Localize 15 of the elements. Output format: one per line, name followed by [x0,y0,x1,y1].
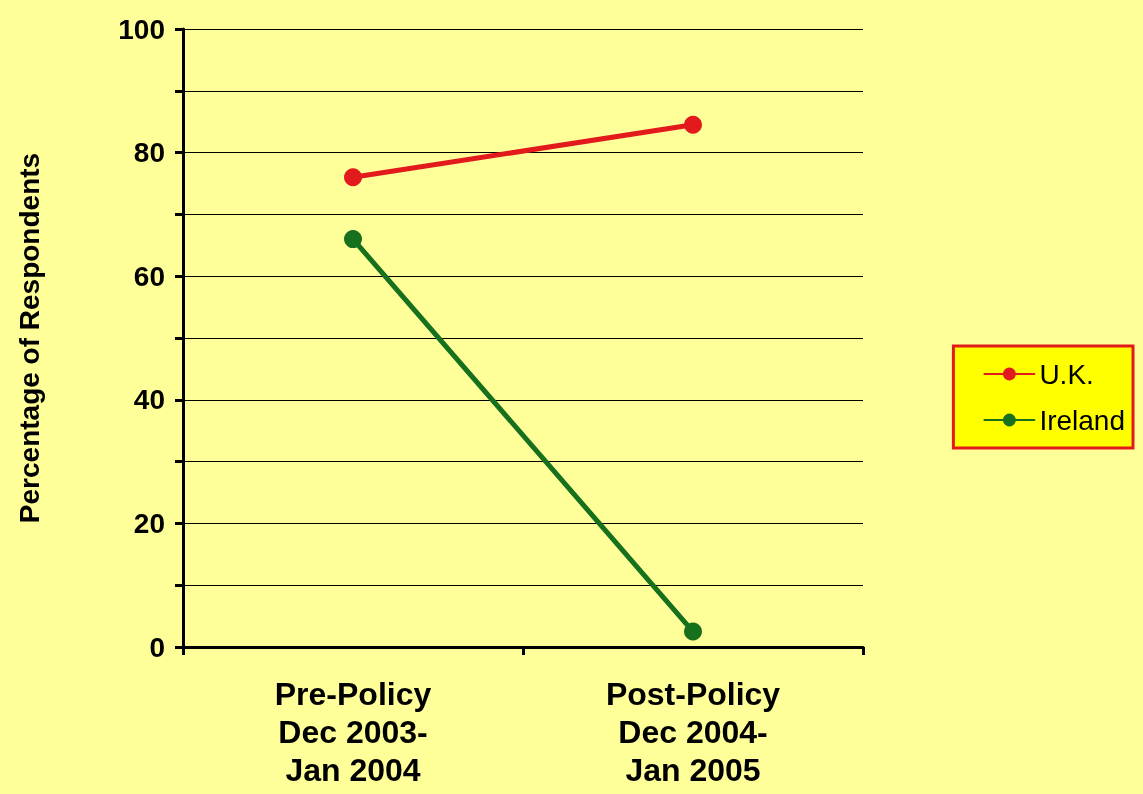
y-tick-label: 80 [133,137,165,169]
legend-label: Ireland [1039,404,1126,436]
x-tick-label: Post-Policy Dec 2004- Jan 2005 [605,676,781,788]
y-tick-label: 60 [133,260,165,292]
y-axis-title: Percentage of Respondents [13,152,45,524]
y-tick-label: 40 [133,384,165,416]
x-tick-label: Pre-Policy Dec 2003- Jan 2004 [274,676,432,788]
point [684,622,702,641]
legend-label: U.K. [1039,358,1094,390]
point [684,115,702,134]
y-tick-label: 100 [118,13,165,45]
point [344,168,362,187]
y-tick-label: 20 [133,507,165,539]
y-tick-label: 0 [149,631,165,663]
point [344,230,362,249]
